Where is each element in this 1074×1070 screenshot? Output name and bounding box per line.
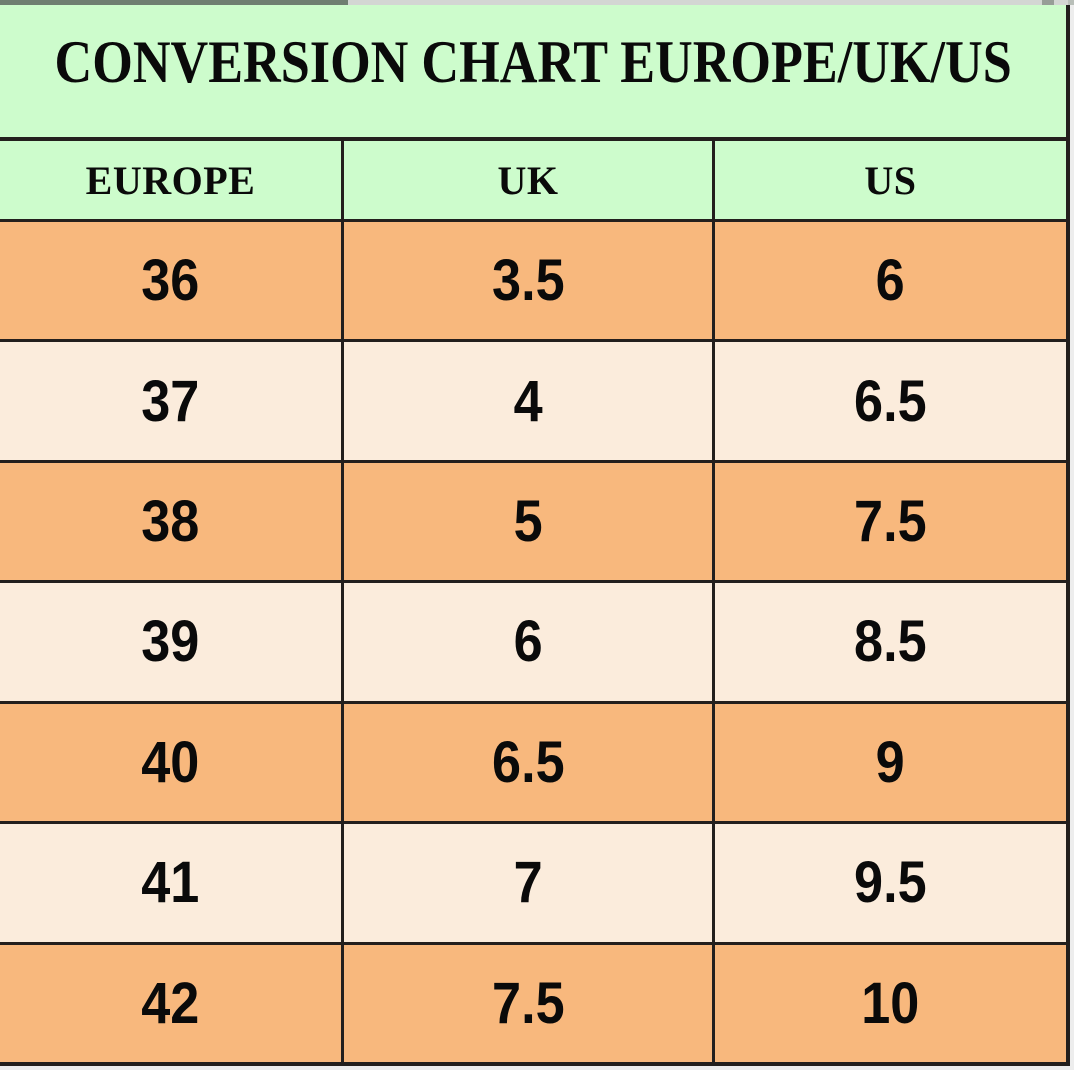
cell-value: 7.5: [854, 489, 927, 555]
cell-value: 8.5: [854, 609, 927, 675]
cell-value: 5: [513, 489, 543, 555]
cell-value: 40: [141, 729, 200, 795]
cell-value: 9: [875, 729, 906, 795]
cell-europe: 38: [0, 462, 344, 581]
cell-value: 9.5: [854, 850, 927, 916]
cell-europe: 41: [0, 824, 344, 942]
table-row: 42 7.5 10: [0, 944, 1066, 1062]
table-row: 41 7 9.5: [0, 824, 1066, 945]
cell-value: 3.5: [491, 248, 565, 314]
cell-us: 7.5: [715, 463, 1066, 580]
table-title-row: CONVERSION CHART EUROPE/UK/US: [0, 5, 1066, 141]
table-row: 40 6.5 9: [0, 703, 1066, 825]
cell-uk: 6: [344, 583, 715, 701]
cell-value: 6.5: [854, 368, 927, 434]
cell-uk: 6.5: [344, 703, 715, 822]
cell-value: 7.5: [491, 970, 565, 1036]
column-header-label: UK: [497, 157, 559, 203]
cell-us: 9.5: [715, 824, 1066, 941]
cell-value: 4: [513, 368, 543, 434]
column-header-us: US: [715, 141, 1066, 219]
cell-us: 8.5: [715, 583, 1066, 700]
cell-uk: 7.5: [344, 944, 715, 1062]
cell-europe: 42: [0, 944, 344, 1062]
cell-value: 37: [141, 368, 200, 434]
cell-value: 42: [141, 970, 200, 1036]
cell-value: 39: [141, 609, 200, 675]
cell-uk: 3.5: [344, 222, 715, 340]
cell-value: 36: [141, 248, 200, 314]
cell-value: 6: [875, 248, 906, 314]
cell-uk: 4: [344, 342, 715, 460]
column-header-label: US: [864, 157, 917, 203]
cell-value: 7: [513, 850, 543, 916]
cell-uk: 7: [344, 824, 715, 942]
table-header-row: EUROPE UK US: [0, 141, 1066, 222]
cell-us: 6: [715, 222, 1066, 339]
cell-us: 6.5: [715, 342, 1066, 459]
cell-europe: 39: [0, 583, 344, 701]
cell-value: 6: [513, 609, 543, 675]
cell-europe: 40: [0, 703, 344, 822]
column-header-label: EUROPE: [85, 157, 256, 203]
cell-uk: 5: [344, 462, 715, 581]
cell-us: 10: [715, 945, 1066, 1062]
cell-value: 10: [861, 970, 920, 1036]
table-row: 36 3.5 6: [0, 222, 1066, 343]
table-row: 38 5 7.5: [0, 462, 1066, 584]
column-header-europe: EUROPE: [0, 141, 344, 219]
table-row: 39 6 8.5: [0, 583, 1066, 704]
table-title: CONVERSION CHART EUROPE/UK/US: [54, 28, 1012, 95]
cell-value: 6.5: [491, 729, 565, 795]
cell-value: 38: [141, 489, 200, 555]
window-top-edge: [0, 0, 1074, 5]
conversion-chart-table: CONVERSION CHART EUROPE/UK/US EUROPE UK …: [0, 5, 1070, 1066]
column-header-uk: UK: [344, 141, 715, 219]
cell-europe: 36: [0, 222, 344, 340]
cell-us: 9: [715, 704, 1066, 821]
table-row: 37 4 6.5: [0, 342, 1066, 463]
cell-europe: 37: [0, 342, 344, 460]
cell-value: 41: [141, 850, 200, 916]
